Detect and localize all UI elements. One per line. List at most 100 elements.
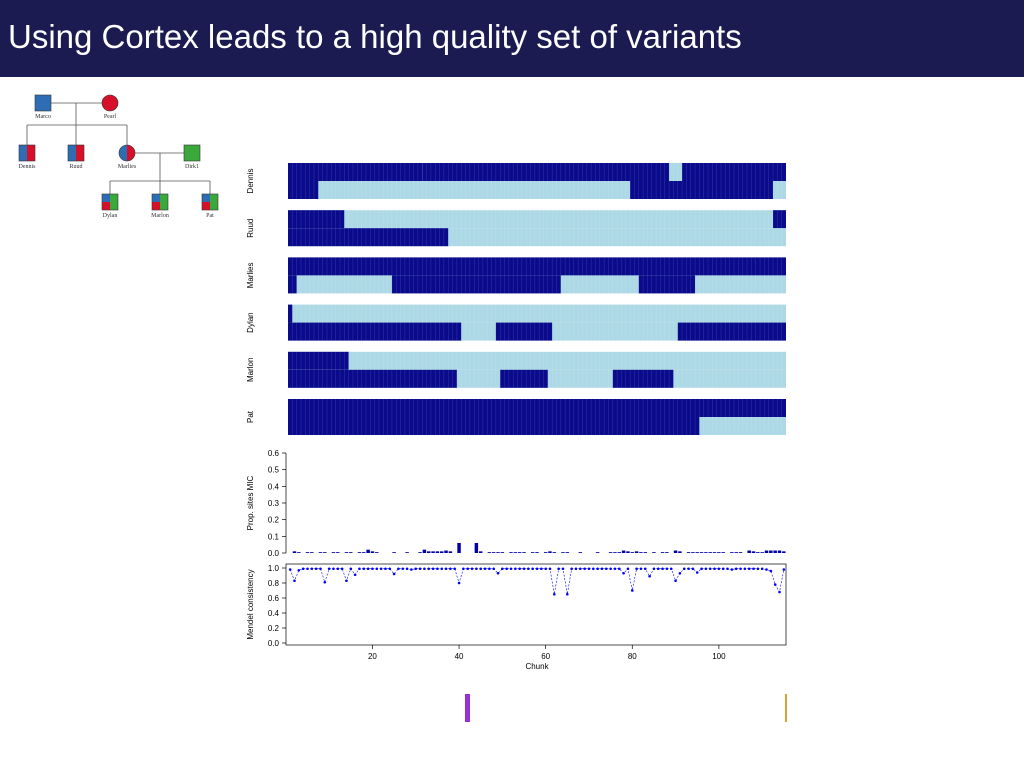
y-tick-label: 0.6 (268, 594, 280, 603)
mendel-point (704, 567, 708, 571)
mic-bar (712, 552, 717, 553)
mic-bar (673, 550, 678, 553)
haplotype-run (391, 275, 561, 294)
haplotype-run (612, 369, 674, 388)
mendel-point (669, 567, 673, 571)
haplotype-block-pat: Pat (246, 399, 786, 435)
mendel-point (678, 571, 682, 575)
mendel-point (561, 567, 565, 571)
mendel-point (501, 567, 504, 571)
mic-bar (362, 552, 366, 553)
mendel-point (778, 590, 781, 594)
mic-bar (310, 552, 314, 553)
symbol-outline (101, 193, 119, 211)
mic-bar (699, 552, 704, 553)
mendel-point (444, 567, 448, 571)
mendel-point (319, 567, 322, 571)
mendel-point (648, 574, 651, 578)
pedigree-name: Marco (35, 114, 51, 120)
mendel-point (509, 567, 513, 571)
individual-label: Ruud (246, 219, 255, 238)
mic-bar (509, 552, 513, 553)
mic-bar (513, 552, 518, 553)
y-tick-label: 0.6 (268, 449, 280, 458)
haplotype-row-background (288, 304, 786, 323)
mic-bar (613, 552, 617, 553)
mic-bar (686, 552, 691, 553)
mic-bar (708, 552, 712, 553)
mendel-point (721, 567, 725, 571)
mic-bar (608, 552, 613, 553)
mic-bar (660, 552, 665, 553)
mic-bar (769, 550, 773, 553)
mic-bar (704, 552, 708, 553)
mendel-point (682, 567, 686, 571)
mic-bar (721, 552, 725, 553)
mendel-point (410, 568, 413, 571)
pedigree-name: Pearl (104, 114, 117, 120)
mendel-point (293, 579, 296, 583)
pedigree-individual-marlies: Marlies (118, 144, 137, 170)
haplotype-block-marlon: Marlon (246, 351, 786, 388)
mendel-point (760, 567, 764, 571)
y-axis-label: Prop. sites MIC (246, 475, 255, 530)
symbol-fill (184, 145, 200, 161)
mic-bar (292, 551, 297, 553)
mic-bar (678, 551, 682, 553)
mic-bar (543, 552, 548, 553)
individual-label: Marlies (246, 263, 255, 289)
mic-bar (336, 552, 340, 553)
mendel-point (314, 567, 318, 571)
mendel-point (630, 589, 634, 592)
mic-bar (665, 552, 669, 553)
symbol-outline (183, 144, 201, 162)
mendel-point (362, 567, 366, 571)
mendel-point (349, 567, 353, 571)
y-tick-label: 0.4 (268, 609, 280, 618)
mendel-point (574, 567, 578, 571)
symbol-fill (68, 145, 76, 161)
pedigree-individual-pearl: Pearl (101, 94, 119, 120)
mic-bar (305, 552, 310, 553)
mic-bar (634, 551, 639, 553)
mendel-point (392, 572, 396, 576)
haplotype-run (630, 181, 774, 199)
mic-bar (331, 552, 336, 553)
mic-bar (448, 551, 453, 553)
mendel-point (700, 567, 703, 571)
pedigree-individual-dennis: Dennis (19, 144, 36, 170)
mic-bar (375, 552, 379, 553)
pedigree-name: Dylan (103, 213, 118, 219)
mendel-point (388, 567, 392, 571)
mendel-point (332, 567, 335, 571)
symbol-fill (127, 145, 135, 161)
y-tick-label: 0.1 (268, 532, 280, 541)
mendel-point (323, 580, 327, 584)
mendel-point (548, 567, 552, 571)
mendel-point (713, 567, 716, 571)
pedigree-individual-marlon: Marlon (151, 193, 169, 219)
y-axis-label: Mendel consistency (246, 569, 255, 639)
mendel-point (475, 567, 478, 571)
mendel-point (591, 567, 595, 571)
mic-bar (561, 552, 565, 553)
y-tick-label: 0.2 (268, 516, 280, 525)
mendel-point (379, 567, 383, 571)
mic-bar (764, 550, 769, 553)
pedigree-name: Marlon (151, 213, 169, 219)
mendel-point (717, 567, 721, 571)
mic-bar (565, 552, 570, 553)
x-tick-label: 80 (628, 652, 637, 661)
mic-bar (487, 552, 492, 553)
mic-bar (370, 551, 375, 553)
mendel-point (345, 579, 348, 583)
mic-bar (691, 552, 695, 553)
mic-bar (717, 552, 721, 553)
mendel-line (289, 568, 785, 595)
mendel-point (358, 567, 361, 571)
haplotype-run (773, 210, 786, 229)
haplotype-run (677, 322, 786, 341)
mendel-point (531, 567, 534, 571)
mendel-point (301, 567, 305, 571)
mic-bar (773, 550, 777, 553)
